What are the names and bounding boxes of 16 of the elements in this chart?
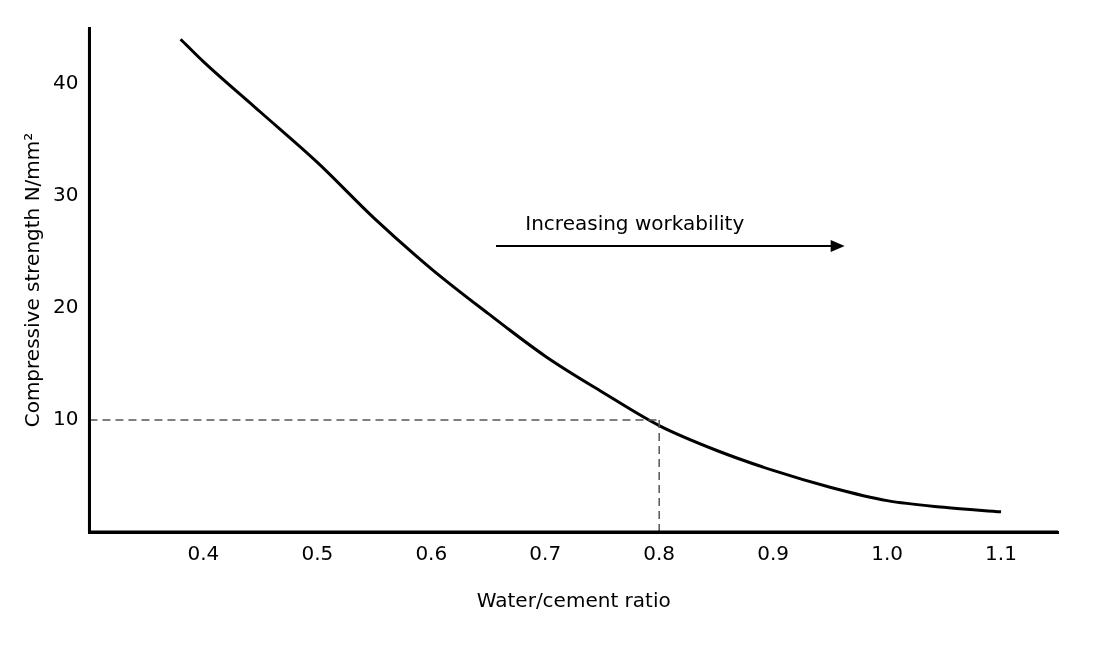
annotation: Increasing workability <box>525 210 745 235</box>
x-tick-label: 0.6 <box>415 541 448 566</box>
line-series <box>179 37 1003 514</box>
x-tick-label: 0.5 <box>301 541 334 566</box>
x-tick-label: 1.0 <box>871 541 903 566</box>
x-axis-title: Water/cement ratio <box>476 588 671 613</box>
x-tick-label: 0.8 <box>643 541 676 566</box>
y-tick-label: 20 <box>53 294 79 319</box>
y-tick-label: 30 <box>53 182 79 207</box>
x-tick-label: 0.4 <box>187 541 220 566</box>
y-tick-label: 40 <box>53 70 79 95</box>
x-tick-label: 1.1 <box>985 541 1017 566</box>
x-tick-label: 0.7 <box>529 541 562 566</box>
y-axis-title: Compressive strength N/mm² <box>20 132 45 428</box>
y-tick-label: 10 <box>53 406 79 431</box>
x-tick-label: 0.9 <box>757 541 790 566</box>
